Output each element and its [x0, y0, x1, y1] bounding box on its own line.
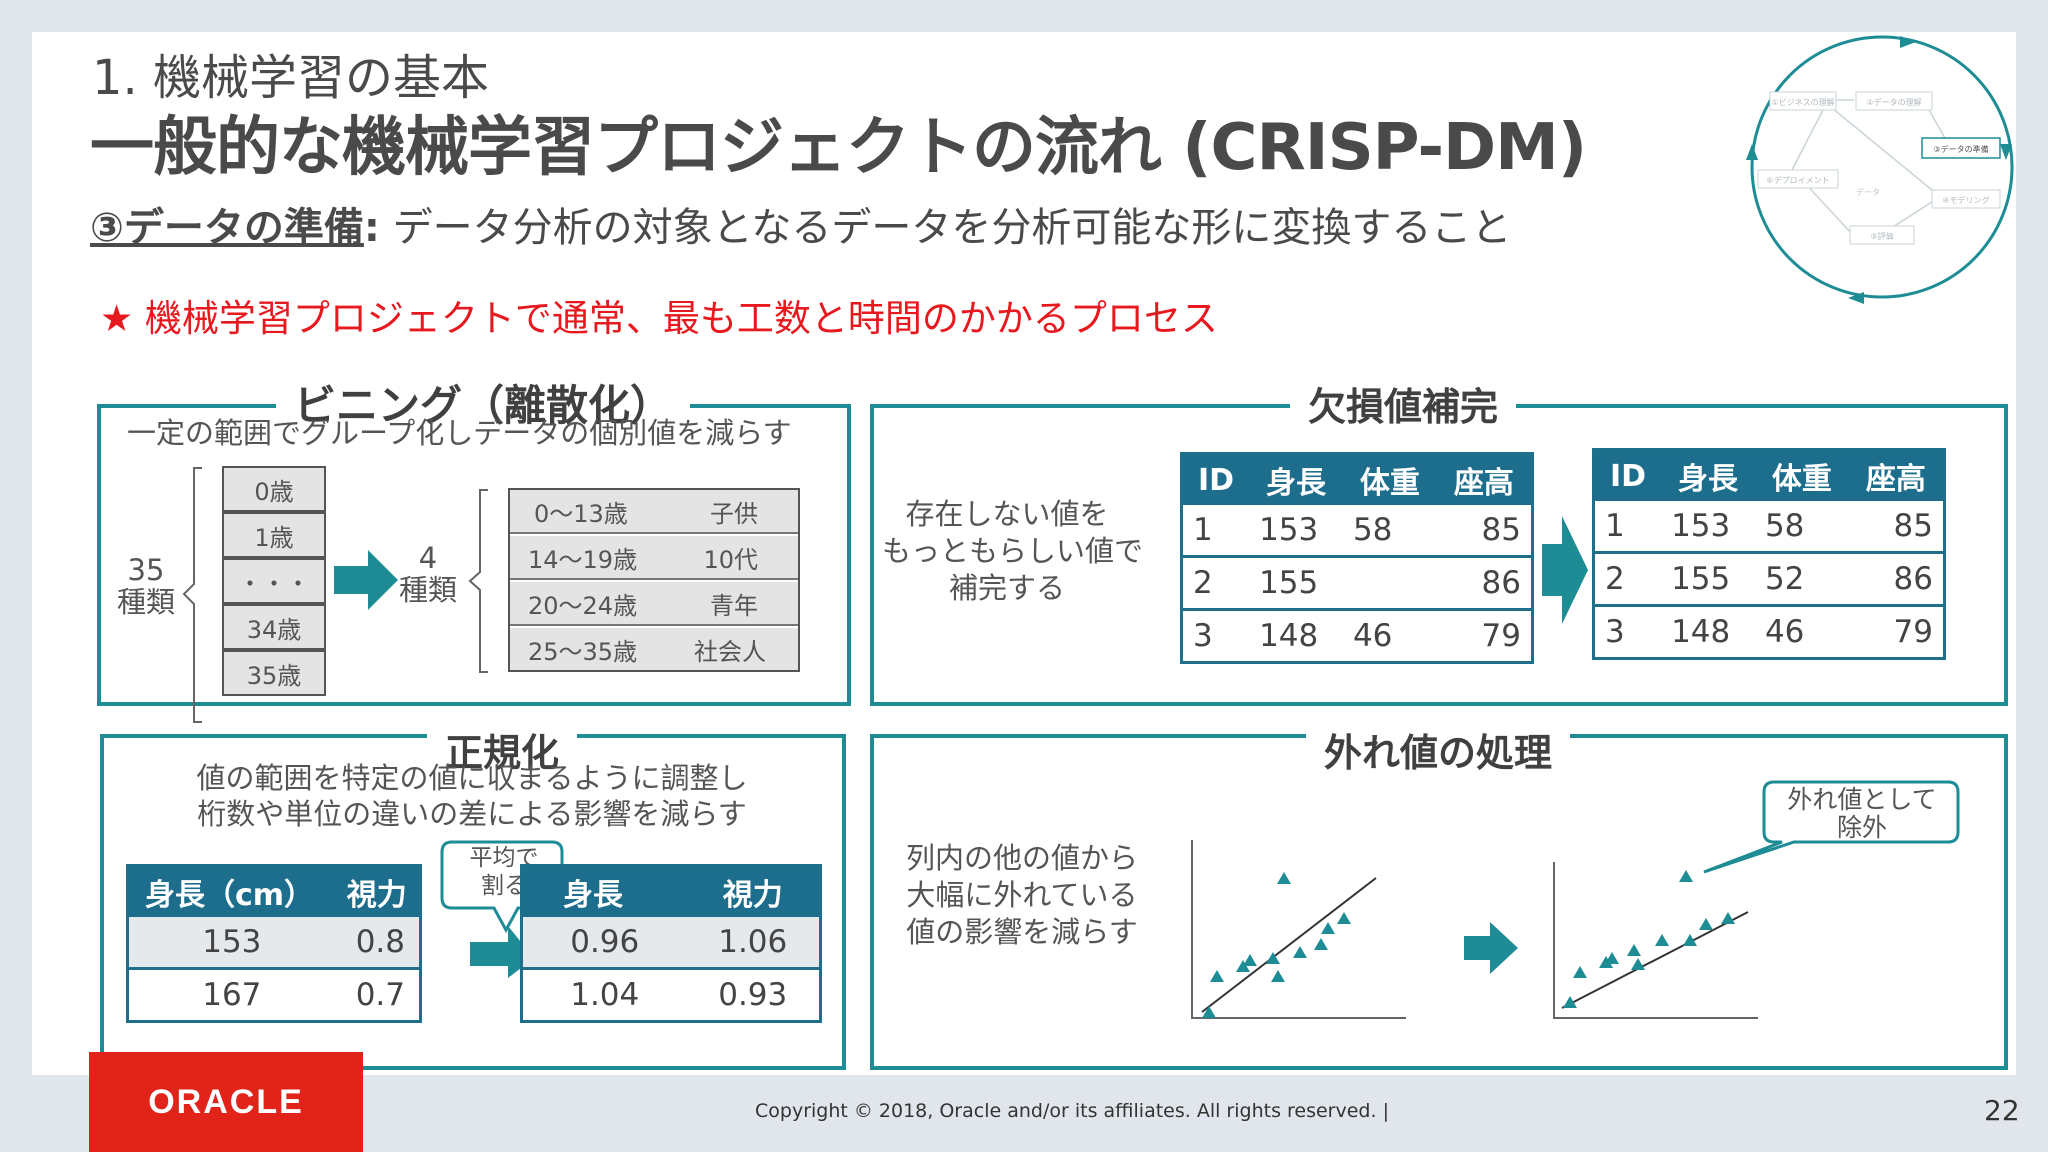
table-row: 2 155 86 — [1181, 556, 1533, 611]
binning-left-brace — [182, 467, 202, 723]
copyright: Copyright © 2018, Oracle and/or its affi… — [755, 1100, 1389, 1122]
table-row: 2 155 52 86 — [1593, 552, 1945, 607]
subtitle-term: ③データの準備 — [90, 205, 364, 251]
group-row: 14～19歳 10代 — [510, 536, 798, 580]
svg-text:②データの理解: ②データの理解 — [1866, 97, 1921, 107]
subtitle: ③データの準備: データ分析の対象となるデータを分析可能な形に変換すること — [90, 195, 1511, 253]
cycle-arrow-left — [1746, 144, 1758, 160]
cycle-center-label: データ — [1856, 187, 1880, 197]
cycle-arrow-top — [1900, 36, 1916, 48]
table-row: 3 148 46 79 — [1593, 605, 1945, 660]
oracle-logo-block — [89, 1052, 363, 1152]
age-cell: 0歳 — [222, 466, 326, 512]
binning-right-count: 4 — [418, 541, 438, 575]
svg-text:⑥デプロイメント: ⑥デプロイメント — [1766, 175, 1829, 185]
group-row: 0～13歳 子供 — [510, 490, 798, 534]
binning-right-unit: 種類 — [398, 573, 457, 607]
oracle-logo: ORACLE — [148, 1083, 304, 1121]
missing-after-table: ID 身長 体重 座高 1 153 58 85 2 155 52 86 3 148 46 79 — [1592, 448, 1946, 660]
missing-before-table: ID 身長 体重 座高 1 153 58 85 2 155 86 3 148 46 79 — [1180, 452, 1534, 664]
outlier-scatter-before — [1191, 840, 1406, 1019]
binning-title: ビニング（離散化） — [276, 372, 691, 433]
outlier-callout-text: 外れ値として 除外 — [1787, 785, 1937, 842]
table-row: 0.96 1.06 — [521, 917, 821, 970]
table-row: 167 0.7 — [127, 968, 421, 1023]
highlight-note: ★ 機械学習プロジェクトで通常、最も工数と時間のかかるプロセス — [100, 297, 1218, 340]
normalize-desc: 値の範囲を特定の値に収まるように調整し 桁数や単位の違いの差による影響を減らす — [196, 761, 748, 831]
cycle-ring — [1750, 35, 2014, 299]
normalize-after-table: 身長 視力 0.96 1.06 1.04 0.93 — [520, 864, 822, 1023]
cycle-arrow-right — [2000, 144, 2012, 160]
outlier-title: 外れ値の処理 — [1306, 722, 1571, 777]
section-label: 1. 機械学習の基本 — [92, 50, 490, 106]
normalize-before-table: 身長（cm） 視力 153 0.8 167 0.7 — [126, 864, 422, 1023]
age-cell: 34歳 — [222, 604, 326, 650]
cycle-arrow-bottom — [1848, 292, 1864, 304]
binning-left-count: 35 — [127, 553, 165, 587]
outlier-desc: 列内の他の値から 大幅に外れている 値の影響を減らす — [905, 841, 1138, 949]
table-row: 1.04 0.93 — [521, 968, 821, 1023]
missing-desc: 存在しない値を もっともらしい値で 補完する — [882, 497, 1144, 605]
page-title: 一般的な機械学習プロジェクトの流れ (CRISP-DM) — [90, 111, 1587, 185]
svg-text:⑤評価: ⑤評価 — [1870, 231, 1893, 241]
svg-text:④モデリング: ④モデリング — [1942, 195, 1989, 205]
binning-groups — [508, 488, 800, 672]
subtitle-colon: : — [363, 205, 380, 251]
svg-text:①ビジネスの理解: ①ビジネスの理解 — [1771, 97, 1834, 107]
table-row: 153 0.8 — [127, 917, 421, 970]
group-row: 25～35歳 社会人 — [510, 628, 798, 670]
cycle-node-4 — [1931, 189, 2001, 209]
table-row: 1 153 58 85 — [1181, 505, 1533, 558]
age-cell: ・・・ — [222, 558, 326, 604]
crisp-dm-cycle-diagram: ①ビジネスの理解 ②データの理解 ③データの準備 ④モデリング ⑤評価 ⑥デプロ… — [1746, 35, 2014, 304]
subtitle-text: データ分析の対象となるデータを分析可能な形に変換すること — [379, 205, 1512, 251]
normalize-title: 正規化 — [427, 722, 578, 777]
outlier-arrow — [1464, 922, 1518, 974]
cycle-node-1 — [1769, 91, 1837, 111]
age-cell: 35歳 — [222, 650, 326, 696]
binning-right-brace — [468, 489, 488, 673]
page-number: 22 — [1984, 1094, 2020, 1127]
table-row: 1 153 58 85 — [1593, 501, 1945, 554]
cycle-node-2 — [1855, 91, 1933, 111]
binning-left-unit: 種類 — [116, 585, 175, 619]
cycle-node-6 — [1757, 169, 1839, 189]
missing-title: 欠損値補完 — [1290, 376, 1517, 431]
binning-arrow — [334, 550, 398, 610]
cycle-node-3-active — [1921, 137, 2001, 159]
slide: 1. 機械学習の基本 一般的な機械学習プロジェクトの流れ (CRISP-DM) … — [32, 32, 2016, 1075]
cycle-node-5 — [1849, 225, 1915, 245]
age-cell: 1歳 — [222, 512, 326, 558]
group-row: 20～24歳 青年 — [510, 582, 798, 626]
outlier-callout-bubble — [1703, 780, 1960, 874]
svg-text:③データの準備: ③データの準備 — [1933, 144, 1988, 154]
missing-arrow — [1542, 516, 1588, 624]
binning-desc: 一定の範囲でグループ化しデータの個別値を減らす — [127, 416, 792, 450]
table-row: 3 148 46 79 — [1181, 609, 1533, 664]
outlier-scatter-after — [1553, 780, 1960, 1019]
